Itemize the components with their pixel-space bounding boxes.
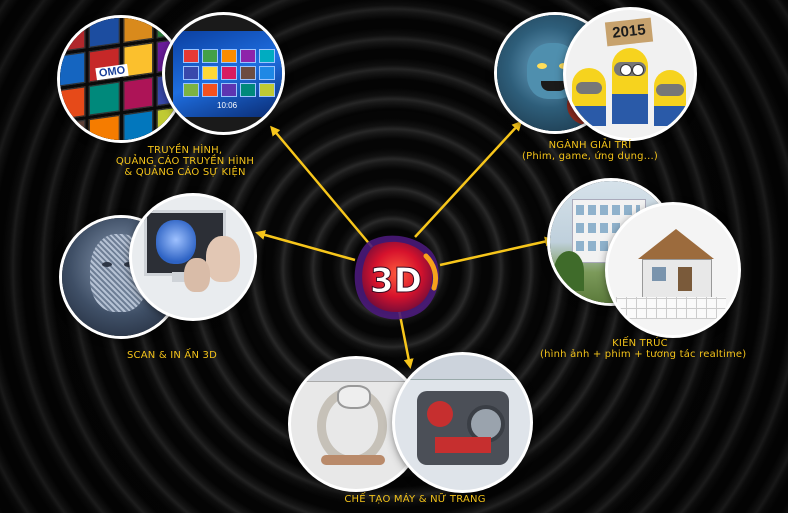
tv-wall-image: OMO [60, 18, 182, 140]
arrow-to-scan [255, 230, 356, 262]
arrow-to-architecture [439, 236, 555, 267]
minions-image: 2015 [566, 10, 694, 138]
center-3d-text: 3D [370, 261, 422, 301]
clock-readout: 10:06 [217, 101, 238, 110]
year-sign: 2015 [604, 17, 654, 47]
arrow-to-tv [270, 125, 373, 248]
house-model-image [608, 205, 738, 335]
smart-tv-image: 10:06 [165, 15, 282, 132]
scanner-monitor-image [132, 196, 254, 318]
center-3d-logo: 3D [354, 235, 439, 320]
label-architecture: KIẾN TRÚC (hình ảnh + phim + tương tác r… [540, 338, 747, 360]
label-scan: SCAN & IN ẤN 3D [127, 350, 217, 361]
label-manufacturing: CHẾ TẠO MÁY & NỮ TRANG [344, 494, 486, 505]
arrow-to-entertainment [414, 120, 523, 238]
label-entertainment: NGÀNH GIẢI TRÍ (Phim, game, ứng dụng...) [522, 140, 658, 162]
engine-cad-image [395, 355, 530, 490]
label-tv: TRUYỀN HÌNH, QUẢNG CÁO TRUYỀN HÌNH & QUẢ… [115, 145, 255, 178]
